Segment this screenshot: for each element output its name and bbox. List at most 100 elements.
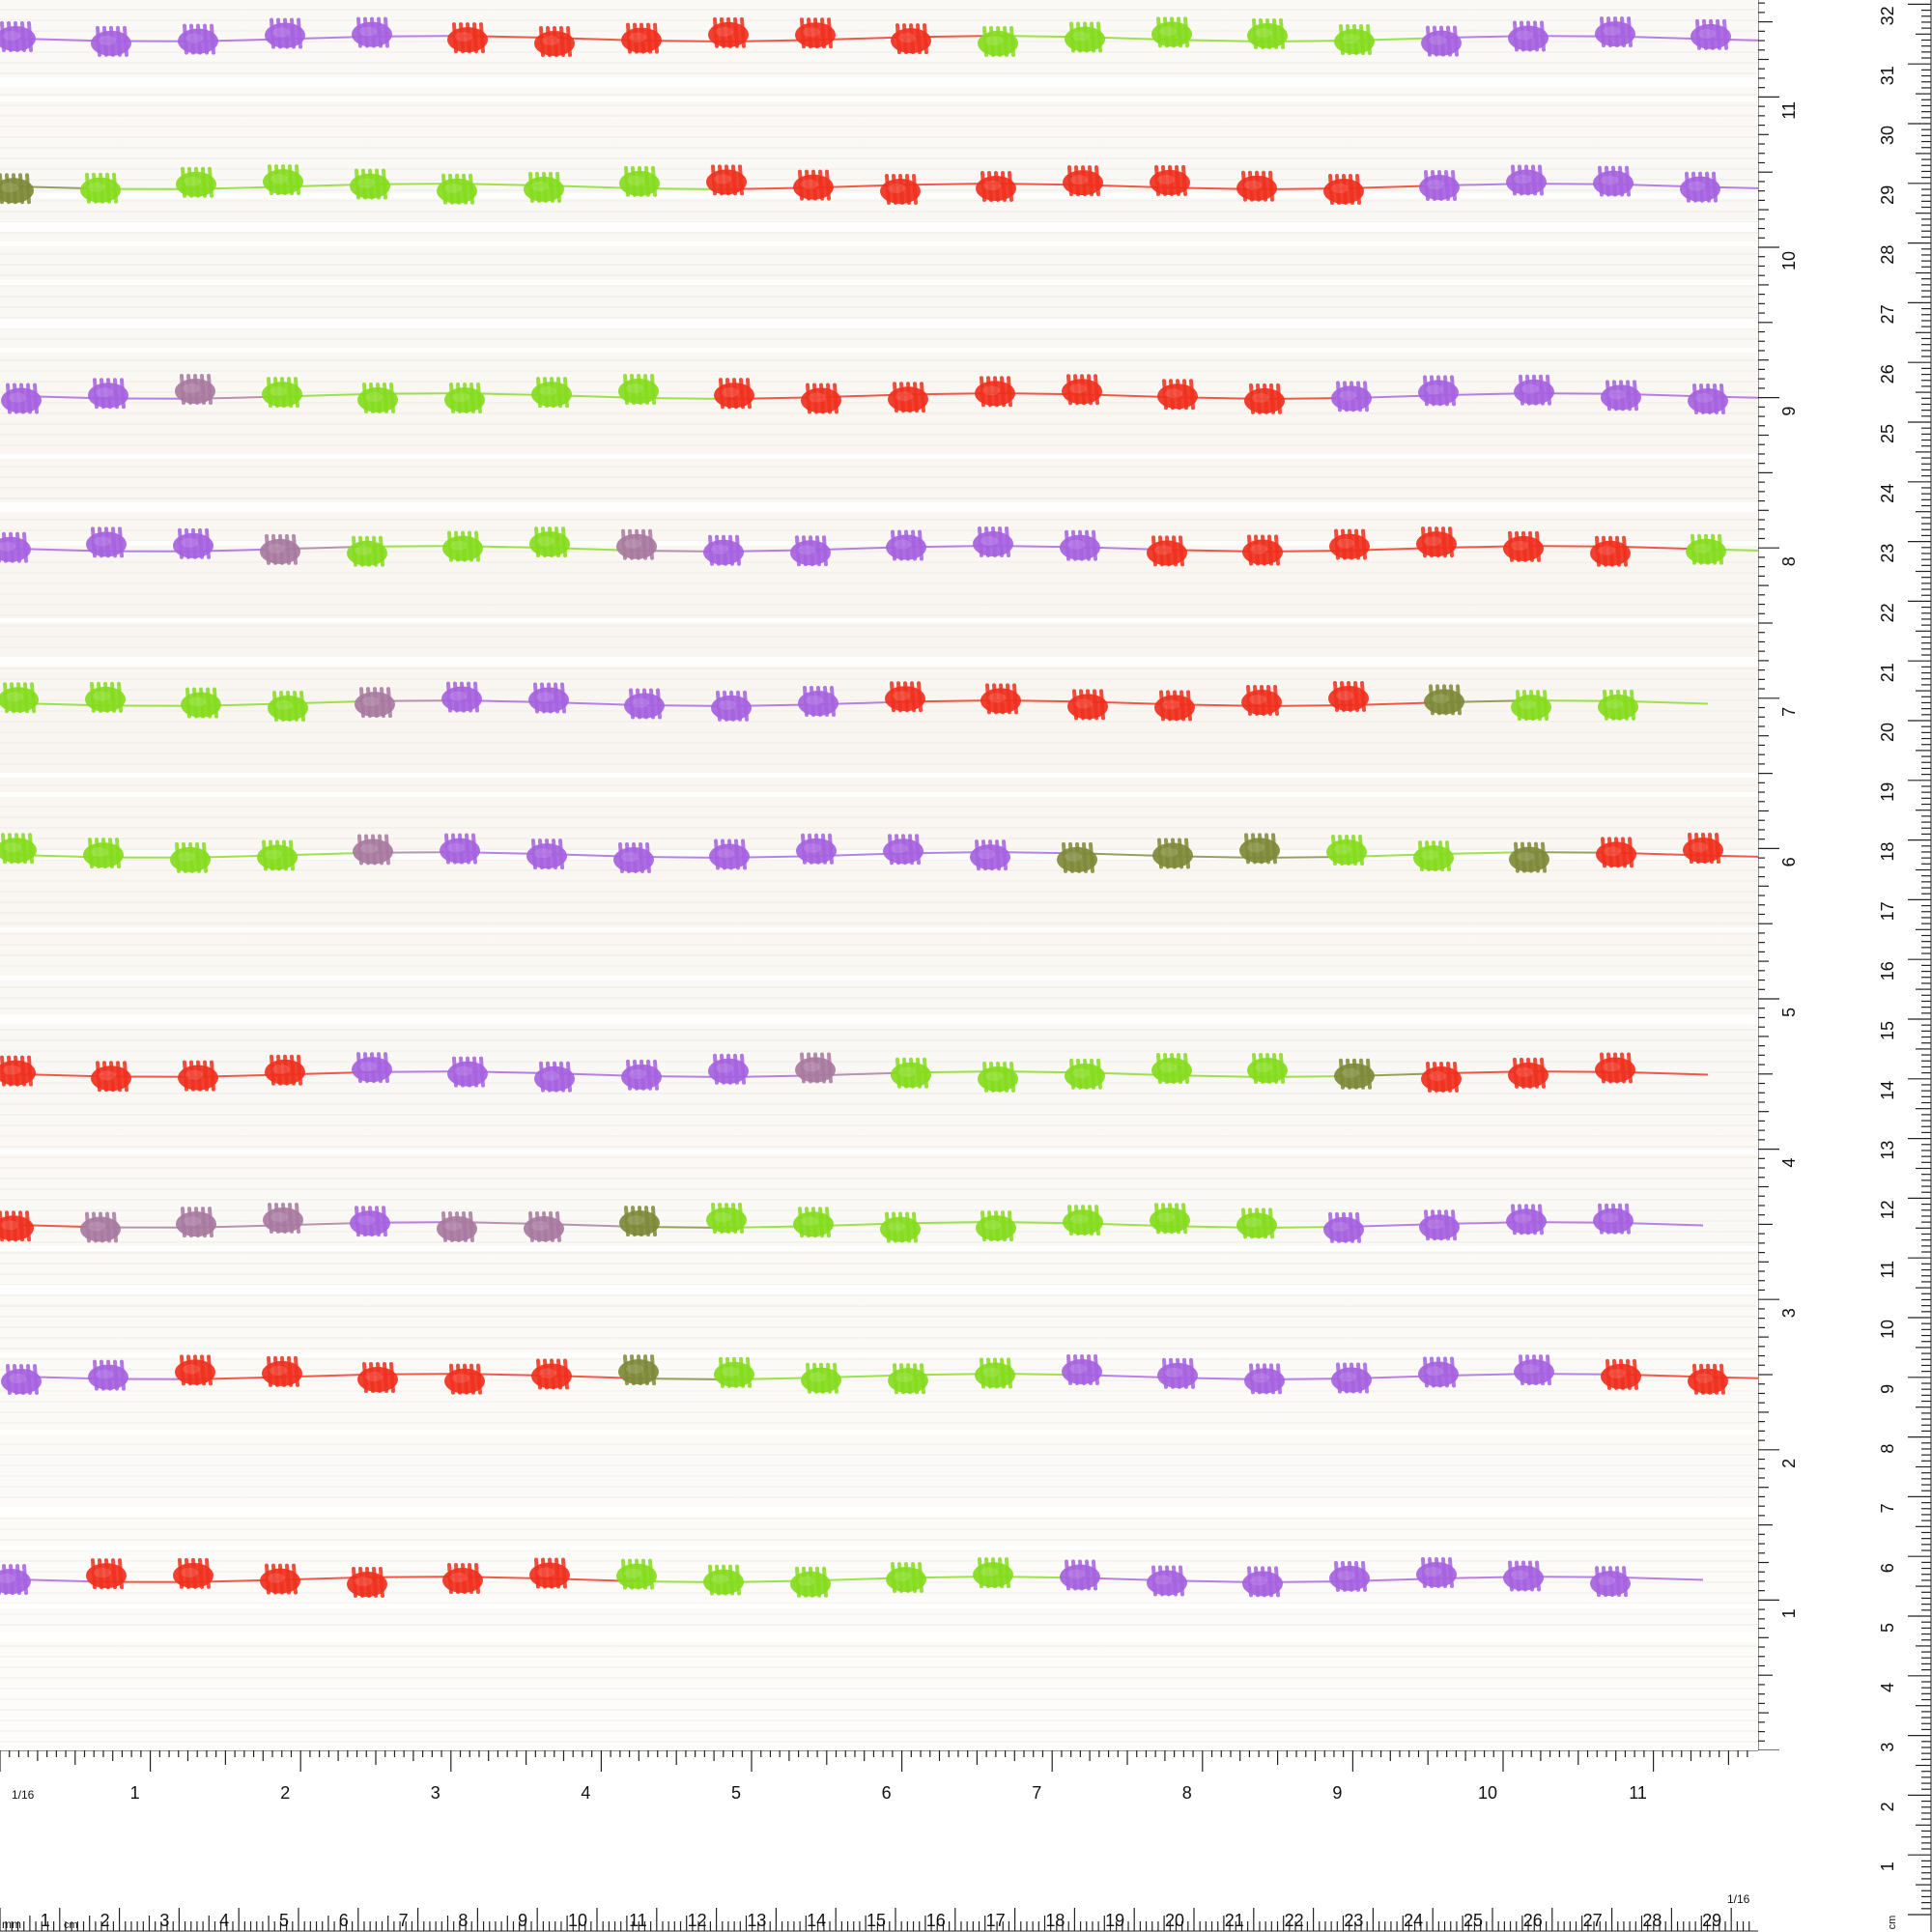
yarn-tuft <box>1683 833 1723 865</box>
yarn-tuft <box>1416 1557 1457 1589</box>
ruler-label: 7 <box>399 1911 409 1930</box>
fabric-stripe <box>0 1430 1758 1435</box>
yarn-tuft <box>1590 1566 1631 1598</box>
yarn-tuft <box>1236 1208 1277 1239</box>
yarn-tuft <box>880 1211 921 1243</box>
dot-row <box>0 1557 1704 1598</box>
yarn-tuft <box>437 1211 477 1243</box>
ruler-label: 18 <box>1878 842 1897 862</box>
yarn-tuft <box>444 1363 485 1395</box>
dot-row <box>0 833 1758 873</box>
yarn-tuft <box>1326 835 1367 867</box>
ruler-label: 25 <box>1878 424 1897 443</box>
yarn-tuft <box>1595 16 1635 48</box>
fabric-stripe <box>0 348 1758 353</box>
ruler-label: 19 <box>1878 782 1897 802</box>
ruler-label: 13 <box>1878 1141 1897 1160</box>
yarn-tuft <box>1503 1560 1544 1592</box>
yarn-tuft <box>1150 164 1190 196</box>
yarn-tuft <box>442 530 483 562</box>
ruler-label: 27 <box>1583 1911 1603 1930</box>
ruler-label: 7 <box>1032 1783 1041 1803</box>
yarn-tuft <box>1244 383 1285 414</box>
ruler-label: 11 <box>1629 1783 1647 1803</box>
yarn-tuft <box>703 1564 744 1596</box>
ruler-label: 3 <box>1779 1308 1799 1318</box>
ruler-label: 28 <box>1878 245 1897 265</box>
ruler-label: 4 <box>581 1783 590 1803</box>
ruler-label: 30 <box>1878 126 1897 145</box>
yarn-tuft <box>88 378 128 410</box>
ruler-label: 22 <box>1878 603 1897 622</box>
yarn-tuft <box>531 1358 572 1390</box>
yarn-tuft <box>790 1566 831 1598</box>
yarn-tuft <box>1236 170 1277 202</box>
fabric-stripe <box>0 1150 1758 1154</box>
yarn-tuft <box>0 21 36 52</box>
yarn-tuft <box>1508 1057 1548 1089</box>
yarn-tuft <box>616 1558 657 1590</box>
yarn-tuft <box>0 682 39 714</box>
fabric-stripe <box>0 1546 1758 1550</box>
ruler-label: 8 <box>1182 1783 1192 1803</box>
yarn-tuft <box>795 17 836 49</box>
yarn-tuft <box>793 169 834 201</box>
yarn-tuft <box>706 1203 747 1235</box>
yarn-tuft <box>528 682 569 714</box>
fabric-stripe <box>0 222 1758 232</box>
yarn-tuft <box>181 687 221 719</box>
yarn-tuft <box>1680 171 1720 203</box>
yarn-tuft <box>619 1206 660 1237</box>
yarn-tuft <box>1060 1559 1100 1591</box>
yarn-tuft <box>1152 838 1193 869</box>
yarn-tuft <box>795 1052 836 1084</box>
yarn-tuft <box>1688 383 1728 414</box>
yarn-tuft <box>1503 530 1544 562</box>
fabric-stripe <box>0 242 1758 246</box>
yarn-tuft <box>885 681 925 713</box>
yarn-tuft <box>352 16 392 48</box>
ruler-label: 29 <box>1702 1911 1721 1930</box>
fabric-stripe <box>0 1352 1758 1357</box>
ruler-label: 8 <box>1878 1444 1897 1454</box>
ruler-label: 5 <box>279 1911 289 1930</box>
yarn-tuft <box>1421 1061 1462 1093</box>
yarn-tuft <box>706 164 747 196</box>
yarn-tuft <box>91 1061 131 1093</box>
yarn-tuft <box>350 1206 390 1237</box>
yarn-tuft <box>618 1354 659 1386</box>
ruler-label: 1 <box>41 1911 50 1930</box>
dot-row <box>0 1203 1704 1243</box>
ruler-label: 19 <box>1105 1911 1124 1930</box>
ruler-label: 6 <box>882 1783 892 1803</box>
fabric-stripe <box>0 454 1758 459</box>
yarn-tuft <box>1418 375 1459 407</box>
yarn-tuft <box>973 526 1013 558</box>
yarn-tuft <box>262 377 302 409</box>
fabric-stripe <box>0 927 1758 932</box>
yarn-tuft <box>80 1211 121 1243</box>
yarn-tuft <box>1424 684 1464 716</box>
yarn-tuft <box>176 1207 216 1238</box>
ruler-label: 1 <box>1878 1861 1897 1871</box>
ruler-label: 20 <box>1165 1911 1184 1930</box>
yarn-tuft <box>1151 1053 1192 1085</box>
yarn-tuft <box>711 690 752 722</box>
yarn-tuft <box>1514 1354 1554 1386</box>
ruler-label: 5 <box>1779 1008 1799 1017</box>
ruler-label: 8 <box>458 1911 468 1930</box>
yarn-tuft <box>355 687 395 719</box>
yarn-tuft <box>347 1566 387 1598</box>
yarn-tuft <box>798 686 838 718</box>
yarn-tuft <box>793 1207 834 1238</box>
fabric-stripe <box>0 541 1758 546</box>
yarn-tuft <box>1418 1356 1459 1388</box>
yarn-tuft <box>263 1203 303 1235</box>
ruler-label: 3 <box>431 1783 440 1803</box>
yarn-tuft <box>0 833 37 865</box>
yarn-tuft <box>534 25 575 57</box>
yarn-tuft <box>441 681 482 713</box>
yarn-tuft <box>1247 1052 1288 1084</box>
yarn-tuft <box>708 1053 749 1085</box>
yarn-tuft <box>714 378 754 410</box>
